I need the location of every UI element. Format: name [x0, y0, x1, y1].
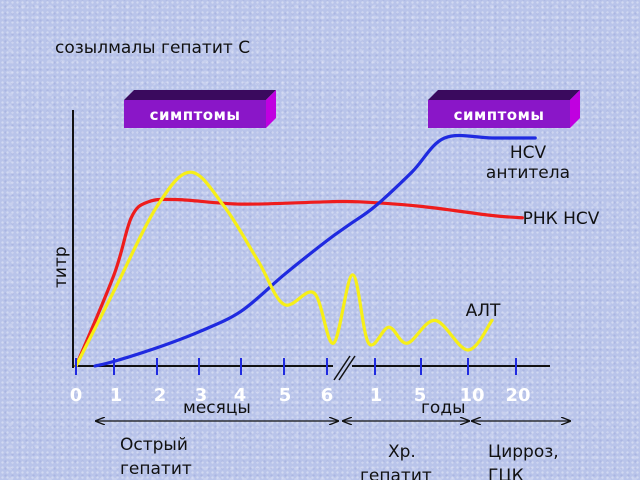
- symptoms-label: симптомы: [150, 106, 241, 124]
- symptoms-box: симптомы: [428, 90, 580, 128]
- rna-hcv-line: [74, 197, 524, 368]
- series-lines: [74, 133, 537, 368]
- x-tick-label: 3: [195, 385, 208, 406]
- x-tick-label: 6: [321, 385, 334, 406]
- axis-break-mark: [338, 355, 356, 381]
- symptoms-boxes: симптомы симптомы: [124, 90, 580, 128]
- axis-break-mark: [333, 355, 351, 381]
- x-tick-label: 10: [459, 385, 484, 406]
- rna-hcv-label: РНК HCV: [523, 209, 600, 229]
- hcv-antibody-line: [93, 133, 537, 368]
- phase-group: Острый гепатит Хр. гепатит Цирроз, ГЦК: [96, 421, 570, 480]
- x-tick-label: 1: [370, 385, 383, 406]
- x-tick-label: 4: [234, 385, 247, 406]
- phase-acute-hepatitis: Острый гепатит: [120, 435, 192, 479]
- alt-label: АЛТ: [466, 301, 501, 321]
- chart-title: созылмалы гепатит С: [55, 38, 250, 58]
- x-unit-months: месяцы: [183, 398, 251, 418]
- phase-chronic-hepatitis: Хр. гепатит: [360, 442, 432, 480]
- y-axis-label: титр: [51, 246, 71, 288]
- x-tick-label: 2: [154, 385, 167, 406]
- x-tick-label: 5: [414, 385, 427, 406]
- alt-line: [74, 170, 494, 368]
- x-unit-years: годы: [421, 398, 466, 418]
- symptoms-label: симптомы: [454, 106, 545, 124]
- x-tick-label: 5: [279, 385, 292, 406]
- x-tick-label: 0: [70, 385, 83, 406]
- series-labels: HCV антитела РНК HCV АЛТ: [466, 143, 600, 321]
- x-tick-label: 20: [505, 385, 530, 406]
- phase-cirrhosis-hcc: Цирроз, ГЦК: [488, 442, 559, 480]
- hcv-antibody-label: HCV антитела: [486, 143, 570, 183]
- symptoms-box: симптомы: [124, 90, 276, 128]
- x-tick-label: 1: [110, 385, 123, 406]
- tick-group: 0 1 2 3 4 5 6 1 5 10 20: [70, 358, 531, 406]
- x-axis: [73, 355, 550, 381]
